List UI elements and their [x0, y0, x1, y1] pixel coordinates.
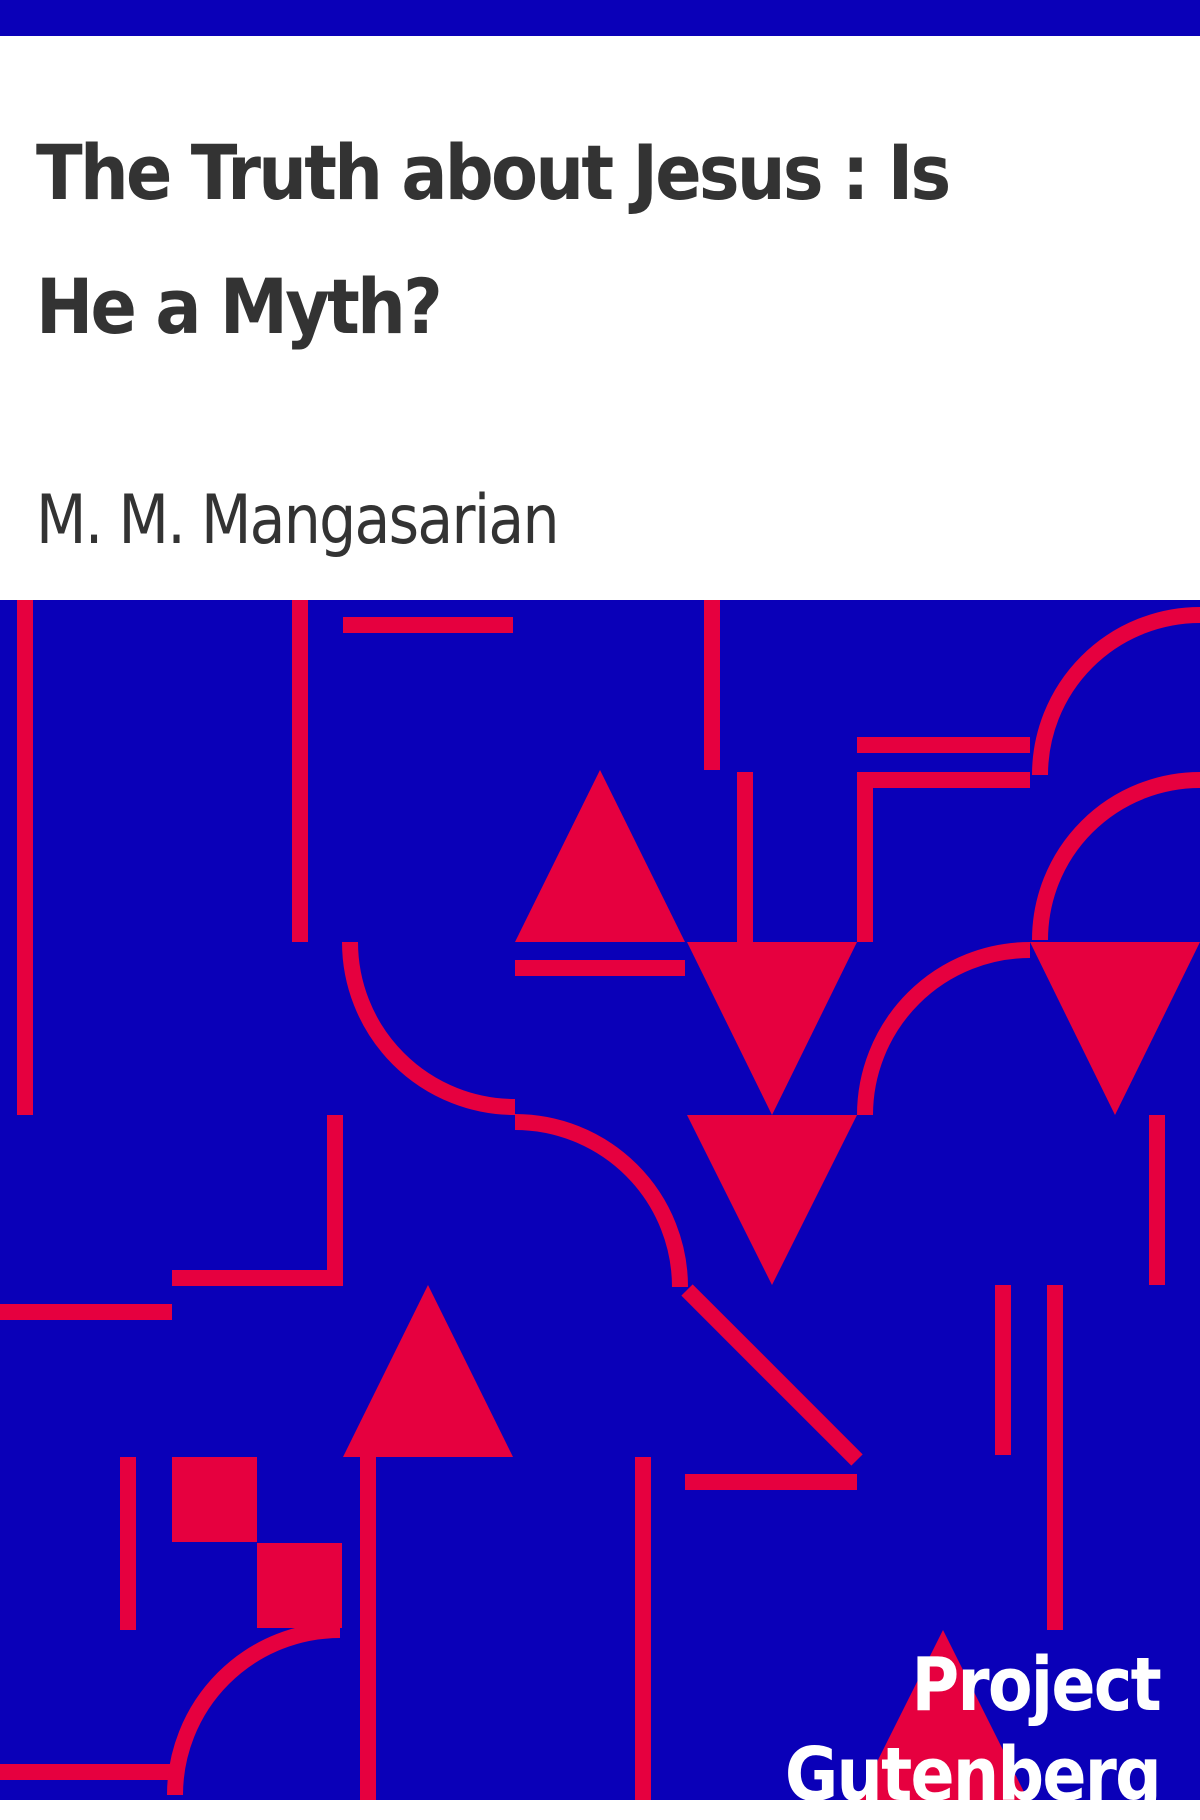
pattern-arc — [514, 1114, 688, 1288]
pattern-triangle — [687, 942, 857, 1115]
pattern-line — [857, 772, 1030, 942]
pattern-shapes — [172, 770, 1200, 1800]
pattern-line — [172, 1115, 343, 1286]
book-title: The Truth about Jesus : Is He a Myth? — [36, 128, 951, 351]
top-color-band — [0, 0, 1200, 36]
cover-header: The Truth about Jesus : Is He a Myth? M.… — [0, 36, 1200, 600]
publisher-label: Project Gutenberg — [784, 1642, 1162, 1818]
pattern-arc — [167, 1622, 341, 1796]
pattern-line — [681, 1284, 863, 1466]
pattern-triangle — [343, 1285, 513, 1457]
pattern-triangle — [515, 770, 685, 942]
pattern-triangle — [687, 1115, 857, 1285]
pattern-arc — [1032, 607, 1200, 776]
book-author: M. M. Mangasarian — [36, 481, 560, 560]
cover-pattern-art — [0, 600, 1200, 1800]
pattern-lines — [0, 600, 1200, 1800]
pattern-triangle — [1030, 942, 1200, 1115]
pattern-triangle — [858, 1630, 1028, 1800]
pattern-square — [257, 1543, 342, 1628]
pattern-arc — [1032, 772, 1200, 941]
pattern-arc — [857, 942, 1031, 1116]
pattern-square — [172, 1457, 257, 1542]
pattern-arc — [342, 941, 516, 1115]
